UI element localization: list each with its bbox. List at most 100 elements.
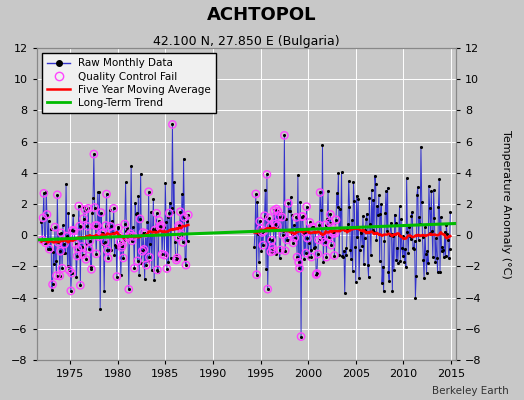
- Point: [138, 248, 147, 254]
- Point: [74, 246, 82, 252]
- Point: [50, 261, 58, 268]
- Point: [395, 203, 403, 210]
- Point: [159, 226, 167, 232]
- Point: [315, 222, 323, 228]
- Point: [129, 233, 138, 240]
- Point: [142, 262, 150, 268]
- Point: [102, 191, 111, 197]
- Point: [279, 232, 287, 238]
- Point: [74, 203, 83, 209]
- Point: [40, 240, 49, 246]
- Point: [101, 238, 109, 245]
- Point: [324, 188, 332, 194]
- Point: [178, 191, 186, 197]
- Point: [117, 244, 126, 250]
- Point: [361, 234, 369, 241]
- Point: [332, 217, 340, 223]
- Point: [93, 222, 101, 229]
- Point: [128, 238, 136, 244]
- Point: [305, 219, 314, 226]
- Point: [114, 225, 123, 231]
- Point: [47, 226, 55, 232]
- Point: [259, 242, 267, 248]
- Point: [168, 121, 177, 128]
- Point: [258, 229, 266, 236]
- Point: [253, 198, 261, 205]
- Point: [54, 239, 62, 246]
- Point: [422, 270, 431, 276]
- Text: ACHTOPOL: ACHTOPOL: [208, 6, 316, 24]
- Point: [101, 238, 109, 245]
- Point: [63, 262, 72, 269]
- Point: [53, 192, 61, 198]
- Point: [353, 234, 362, 240]
- Point: [297, 333, 305, 340]
- Point: [71, 236, 79, 242]
- Point: [156, 224, 164, 230]
- Point: [60, 241, 69, 247]
- Point: [99, 241, 107, 247]
- Point: [117, 244, 126, 250]
- Point: [261, 187, 269, 193]
- Point: [174, 234, 182, 240]
- Point: [367, 187, 376, 193]
- Point: [333, 190, 341, 196]
- Point: [404, 250, 412, 256]
- Point: [136, 216, 144, 222]
- Point: [351, 244, 359, 250]
- Point: [110, 205, 118, 212]
- Point: [307, 254, 315, 260]
- Point: [184, 212, 192, 218]
- Point: [154, 269, 162, 276]
- Point: [326, 211, 335, 218]
- Point: [70, 228, 78, 234]
- Point: [84, 205, 92, 212]
- Point: [370, 172, 379, 179]
- Point: [406, 233, 414, 240]
- Point: [86, 238, 94, 244]
- Point: [370, 228, 378, 235]
- Point: [96, 306, 104, 312]
- Point: [436, 214, 445, 220]
- Point: [74, 246, 82, 252]
- Point: [65, 267, 73, 273]
- Point: [105, 246, 113, 253]
- Point: [91, 204, 99, 211]
- Point: [365, 194, 374, 201]
- Point: [330, 252, 339, 259]
- Point: [287, 194, 295, 201]
- Point: [128, 238, 136, 244]
- Point: [402, 175, 411, 181]
- Point: [63, 233, 71, 240]
- Point: [64, 210, 73, 216]
- Point: [74, 203, 83, 209]
- Point: [145, 254, 154, 260]
- Point: [259, 242, 267, 248]
- Point: [277, 210, 286, 216]
- Point: [342, 252, 351, 258]
- Point: [132, 211, 140, 218]
- Point: [350, 179, 358, 186]
- Point: [313, 251, 322, 257]
- Point: [86, 238, 94, 244]
- Point: [269, 248, 278, 254]
- Point: [361, 227, 369, 233]
- Point: [418, 234, 427, 240]
- Point: [331, 230, 340, 236]
- Point: [68, 270, 76, 276]
- Point: [414, 237, 423, 243]
- Point: [81, 206, 89, 213]
- Point: [128, 224, 137, 230]
- Point: [137, 260, 146, 266]
- Point: [266, 223, 274, 230]
- Point: [49, 248, 58, 255]
- Point: [445, 246, 454, 252]
- Point: [121, 221, 129, 227]
- Point: [430, 215, 439, 221]
- Point: [140, 246, 148, 253]
- Point: [57, 230, 66, 236]
- Point: [270, 207, 278, 214]
- Point: [299, 213, 307, 220]
- Title: 42.100 N, 27.850 E (Bulgaria): 42.100 N, 27.850 E (Bulgaria): [153, 35, 340, 48]
- Point: [352, 278, 360, 285]
